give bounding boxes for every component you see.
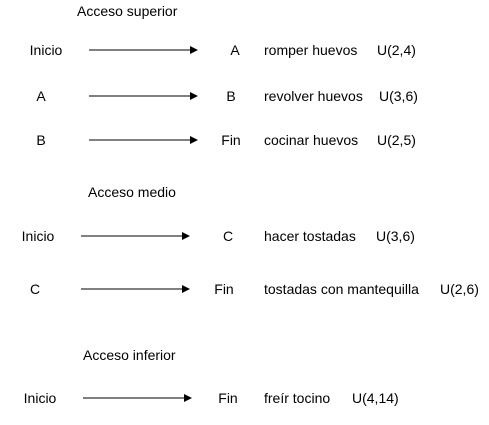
section-heading-superior: Acceso superior	[77, 3, 178, 19]
section-heading-medio: Acceso medio	[88, 184, 176, 200]
node-b: B	[226, 88, 236, 104]
task-label-revolver-huevos: revolver huevos	[264, 88, 363, 104]
node-inicio-inferior: Inicio	[23, 390, 57, 406]
node-fin-superior: Fin	[221, 132, 241, 148]
duration-romper-huevos: U(2,4)	[377, 42, 416, 58]
duration-tostadas-con-mantequilla: U(2,6)	[440, 281, 479, 297]
node-inicio-medio: Inicio	[21, 228, 55, 244]
task-label-tostadas-con-mantequilla: tostadas con mantequilla	[264, 281, 419, 297]
duration-freir-tocino: U(4,14)	[352, 390, 399, 406]
node-c: C	[222, 228, 234, 244]
duration-revolver-huevos: U(3,6)	[379, 88, 418, 104]
node-a: A	[230, 42, 240, 58]
node-a-start: A	[36, 88, 46, 104]
task-label-hacer-tostadas: hacer tostadas	[264, 228, 356, 244]
task-label-cocinar-huevos: cocinar huevos	[264, 132, 359, 148]
node-b-start: B	[36, 132, 46, 148]
node-inicio-superior: Inicio	[29, 42, 63, 58]
section-heading-inferior: Acceso inferior	[83, 347, 176, 363]
node-fin-medio: Fin	[214, 281, 234, 297]
duration-hacer-tostadas: U(3,6)	[376, 228, 415, 244]
task-label-romper-huevos: romper huevos	[264, 42, 358, 58]
task-label-freir-tocino: freír tocino	[264, 390, 331, 406]
node-c-start: C	[29, 281, 41, 297]
node-fin-inferior: Fin	[218, 390, 238, 406]
duration-cocinar-huevos: U(2,5)	[377, 132, 416, 148]
